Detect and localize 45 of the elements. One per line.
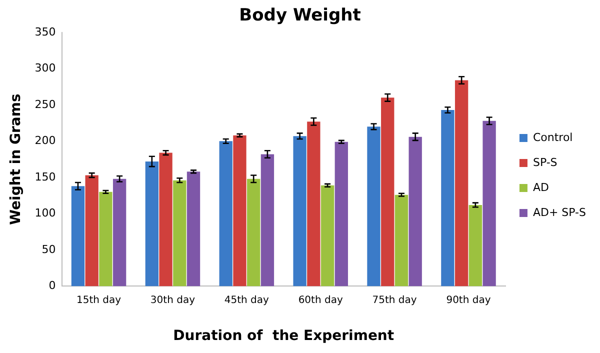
bar bbox=[85, 175, 98, 286]
bar bbox=[112, 178, 126, 286]
bar bbox=[320, 185, 334, 286]
bar bbox=[260, 154, 274, 286]
x-axis-title: Duration of the Experiment bbox=[173, 328, 394, 344]
y-tick-label: 350 bbox=[34, 25, 56, 38]
bar bbox=[293, 136, 306, 286]
legend-label: Control bbox=[532, 130, 573, 144]
x-tick-label: 75th day bbox=[372, 294, 417, 306]
bar bbox=[71, 186, 85, 286]
bar bbox=[159, 152, 172, 286]
bar bbox=[334, 142, 348, 286]
bar bbox=[441, 110, 454, 286]
y-tick-label: 0 bbox=[48, 279, 56, 292]
y-axis-title: Weight in Grams bbox=[8, 94, 24, 225]
x-tick-label: 60th day bbox=[298, 294, 343, 306]
bar bbox=[233, 135, 246, 286]
bar bbox=[408, 136, 422, 286]
bar bbox=[394, 194, 408, 286]
bar bbox=[307, 122, 320, 286]
legend-label: SP-S bbox=[532, 156, 558, 169]
bar bbox=[468, 204, 482, 286]
bar bbox=[99, 192, 112, 286]
y-tick-label: 200 bbox=[34, 134, 56, 148]
bar bbox=[173, 180, 186, 286]
bar bbox=[145, 161, 158, 286]
y-tick-label: 100 bbox=[34, 206, 56, 220]
bar bbox=[219, 141, 232, 286]
y-tick-label: 300 bbox=[34, 62, 56, 75]
bar bbox=[454, 80, 468, 286]
bar bbox=[247, 178, 260, 286]
bar bbox=[186, 172, 200, 286]
y-tick-label: 150 bbox=[34, 170, 56, 184]
y-tick-label: 250 bbox=[34, 98, 56, 111]
x-tick-label: 30th day bbox=[150, 294, 196, 306]
x-tick-label: 45th day bbox=[224, 294, 270, 306]
legend-label: AD bbox=[532, 180, 549, 194]
x-tick-label: 15th day bbox=[76, 294, 122, 306]
bar bbox=[482, 120, 496, 286]
bar bbox=[381, 98, 394, 286]
bar bbox=[367, 126, 380, 286]
x-tick-label: 90th day bbox=[446, 294, 491, 306]
y-tick-label: 50 bbox=[42, 242, 56, 256]
chart-title: Body Weight bbox=[239, 6, 361, 26]
legend-label: AD+ SP-S bbox=[532, 206, 586, 219]
